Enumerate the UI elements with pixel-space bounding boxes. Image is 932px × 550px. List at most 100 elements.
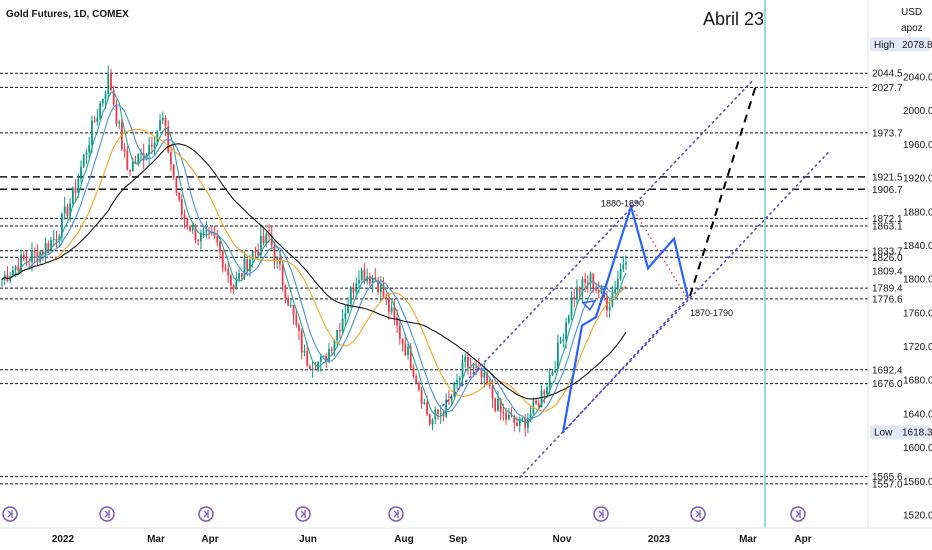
ma-line-5 xyxy=(1,91,627,424)
candle-body xyxy=(407,346,409,356)
candle-body xyxy=(415,376,418,383)
candle-body xyxy=(420,389,423,404)
candle-body xyxy=(317,361,319,371)
candle-body xyxy=(200,232,202,242)
symbol-label[interactable]: Gold Futures, 1D, COMEX xyxy=(6,9,129,20)
level-label-11: 1776.6 xyxy=(872,294,903,305)
low-badge xyxy=(870,425,930,440)
currency-label: USD xyxy=(901,7,922,18)
candle-body xyxy=(194,224,197,241)
candle-body xyxy=(14,266,17,270)
candle-body xyxy=(450,396,453,400)
candle-body xyxy=(570,296,573,316)
candle-body xyxy=(562,339,565,341)
candle-body xyxy=(232,285,235,290)
annotation-title: Abril 23 xyxy=(703,9,764,29)
candle-body xyxy=(608,306,611,311)
candle-body xyxy=(347,304,349,314)
y-tick-5: 1840.0 xyxy=(903,241,932,252)
candle-body xyxy=(249,259,251,272)
candle-body xyxy=(257,251,260,256)
candle-body xyxy=(393,307,396,318)
high-badge-label: High xyxy=(874,40,895,51)
candle-body xyxy=(589,273,592,284)
candle-body xyxy=(306,350,309,366)
event-icon-glyph xyxy=(393,510,399,518)
candle-body xyxy=(576,287,578,300)
candle-body xyxy=(567,315,570,323)
level-label-9: 1809.4 xyxy=(872,267,903,278)
drawings: 1880-1890 1870-1790 xyxy=(442,80,829,478)
candle-body xyxy=(235,279,238,290)
candle-body xyxy=(578,287,581,293)
candle-body xyxy=(445,399,448,417)
candle-body xyxy=(464,356,467,362)
candle-body xyxy=(358,280,360,284)
candle-body xyxy=(104,93,107,100)
candle-body xyxy=(390,307,393,312)
candle-body xyxy=(178,192,181,200)
candle-body xyxy=(273,245,276,261)
candle-body xyxy=(148,145,151,155)
candle-body xyxy=(625,262,627,265)
candle-body xyxy=(507,414,510,420)
candle-body xyxy=(270,235,273,246)
y-tick-10: 1640.0 xyxy=(903,409,932,420)
candle-body xyxy=(213,233,216,237)
projected-path xyxy=(561,202,690,433)
candle-body xyxy=(31,251,33,262)
candle-body xyxy=(80,166,82,179)
candle-body xyxy=(622,264,625,270)
candle-body xyxy=(61,213,63,237)
candle-body xyxy=(385,296,388,298)
candle-body xyxy=(150,145,153,147)
candle-body xyxy=(298,325,300,331)
event-icon xyxy=(99,506,115,522)
candle-body xyxy=(401,338,404,344)
candle-body xyxy=(153,142,156,147)
target-path xyxy=(689,85,757,297)
candle-body xyxy=(268,233,270,236)
candle-body xyxy=(259,236,262,256)
scale-mode-label[interactable]: apoz xyxy=(901,23,923,34)
candle-body xyxy=(556,342,559,371)
candle-body xyxy=(535,400,537,404)
candle-body xyxy=(309,365,311,369)
y-tick-6: 1800.0 xyxy=(903,275,932,286)
candle-body xyxy=(50,240,52,251)
candle-body xyxy=(537,403,540,408)
low-badge-label: Low xyxy=(874,428,893,439)
arrow-marker xyxy=(581,299,597,311)
candle-body xyxy=(458,377,461,381)
candle-body xyxy=(216,236,219,243)
candle-body xyxy=(431,419,434,425)
candle-body xyxy=(289,304,292,306)
y-tick-7: 1760.0 xyxy=(903,308,932,319)
annotation-low-range: 1870-1790 xyxy=(690,308,733,318)
ma-line-10 xyxy=(1,104,627,421)
candle-body xyxy=(11,269,14,277)
y-tick-13: 1520.0 xyxy=(903,511,932,522)
candle-body xyxy=(559,340,562,343)
candle-body xyxy=(229,275,232,286)
level-label-2: 1973.7 xyxy=(872,128,903,139)
level-label-8: 1826.0 xyxy=(872,253,903,264)
candle-body xyxy=(597,290,600,293)
level-label-0: 2044.5 xyxy=(872,69,903,80)
candle-body xyxy=(565,322,567,340)
candle-body xyxy=(529,413,532,419)
candle-body xyxy=(300,330,303,353)
candle-body xyxy=(131,162,134,172)
candle-body xyxy=(491,386,494,399)
candle-body xyxy=(311,368,314,370)
candle-body xyxy=(140,153,142,155)
candle-body xyxy=(447,399,450,401)
x-tick-6: Nov xyxy=(553,534,572,545)
level-label-7: 1833.7 xyxy=(872,246,903,257)
candle-body xyxy=(276,257,279,261)
level-label-10: 1789.4 xyxy=(872,284,903,295)
candle-body xyxy=(238,273,240,280)
candle-body xyxy=(616,278,619,290)
candle-body xyxy=(404,343,407,356)
